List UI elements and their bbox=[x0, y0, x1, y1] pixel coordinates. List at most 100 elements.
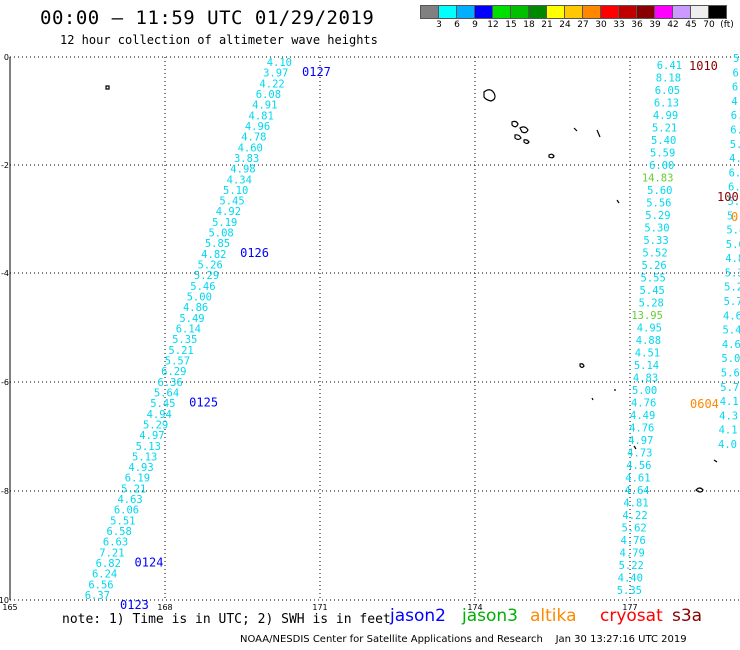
track-value: 5.6 bbox=[726, 239, 740, 251]
track-value: 6.0 bbox=[730, 124, 740, 136]
track-value: 5.21 bbox=[121, 483, 146, 495]
track-value: 6.0 bbox=[732, 67, 740, 79]
track-value: 4.6 bbox=[722, 339, 740, 351]
legend-swatch bbox=[708, 5, 727, 19]
y-axis-label: -2 bbox=[1, 161, 9, 170]
track-value: 6.06 bbox=[114, 505, 139, 517]
track-value: 5.3 bbox=[725, 267, 740, 279]
island-shape bbox=[579, 363, 585, 369]
track-value: 4.10 bbox=[267, 57, 292, 69]
track-value: 4.83 bbox=[633, 373, 658, 385]
track-value: 5.29 bbox=[143, 419, 168, 431]
track-value: 5.57 bbox=[165, 355, 190, 367]
island-shape bbox=[548, 153, 555, 159]
sat-s3a-label: s3a bbox=[672, 606, 703, 626]
track-value: 5.22 bbox=[619, 560, 644, 572]
track-value: 6.0 bbox=[731, 110, 740, 122]
track-value: 4.64 bbox=[624, 485, 649, 497]
track-value: 5.10 bbox=[223, 185, 248, 197]
track-value: 5.6 bbox=[727, 196, 740, 208]
track-value: 5.6 bbox=[721, 368, 740, 380]
track-value: 5.46 bbox=[190, 281, 215, 293]
track-value: 13.95 bbox=[631, 310, 663, 322]
track-value: 5.4 bbox=[726, 225, 740, 237]
track-value: 4.51 bbox=[635, 348, 660, 360]
track-value: 4.81 bbox=[623, 498, 648, 510]
track-value: 5.00 bbox=[187, 292, 212, 304]
track-value: 5.49 bbox=[179, 313, 204, 325]
track-value: 5.4 bbox=[722, 325, 740, 337]
track-value: 5.40 bbox=[651, 135, 676, 147]
track-value: 4.96 bbox=[245, 121, 270, 133]
color-legend: 3 6 9 12 15 18 21 24 27 30 33 36 39 42 45 70 (ft) bbox=[420, 5, 740, 33]
track-value: 6.82 bbox=[96, 558, 121, 570]
legend-label: 21 bbox=[541, 20, 553, 30]
track-value: 5.29 bbox=[194, 270, 219, 282]
track-value: 5.64 bbox=[154, 387, 179, 399]
legend-label: 9 bbox=[472, 20, 478, 30]
x-axis-label: 168 bbox=[157, 603, 172, 612]
track-value: 4.76 bbox=[621, 535, 646, 547]
legend-color-bar bbox=[420, 5, 740, 19]
legend-label: 6 bbox=[454, 20, 460, 30]
track-value: 4.97 bbox=[628, 435, 653, 447]
islands bbox=[105, 85, 718, 493]
track-value: 5.6 bbox=[727, 210, 740, 222]
track-value: 5.35 bbox=[172, 334, 197, 346]
track-value: 4.22 bbox=[259, 78, 284, 90]
track-value: 4.92 bbox=[216, 206, 241, 218]
track-value: 4.1 bbox=[731, 96, 740, 108]
track-value: 5.26 bbox=[641, 260, 666, 272]
legend-label: (ft) bbox=[720, 20, 734, 30]
track-value: 5.56 bbox=[646, 198, 671, 210]
sat-altika-label: altika bbox=[530, 606, 577, 626]
track-value: 4.73 bbox=[627, 448, 652, 460]
track-value: 6.63 bbox=[103, 537, 128, 549]
track-value: 6.58 bbox=[107, 526, 132, 538]
track-value: 5.21 bbox=[652, 123, 677, 135]
legend-label: 36 bbox=[631, 20, 643, 30]
track-value: 4.6 bbox=[723, 310, 740, 322]
track-value: 6.0 bbox=[728, 182, 740, 194]
track-value: 5.21 bbox=[168, 345, 193, 357]
track-value: 5.26 bbox=[198, 260, 223, 272]
pass-time-label: 0127 bbox=[302, 65, 331, 79]
island-shape bbox=[633, 445, 637, 450]
track-value: 5.62 bbox=[621, 523, 646, 535]
legend-label: 24 bbox=[559, 20, 571, 30]
track-value: 5.08 bbox=[208, 228, 233, 240]
track-value: 7.21 bbox=[99, 547, 124, 559]
track-value: 4.76 bbox=[631, 398, 656, 410]
altika-pass-label: 0604 bbox=[690, 397, 719, 411]
track-value: 4.93 bbox=[128, 462, 153, 474]
track-value: 4.22 bbox=[622, 510, 647, 522]
track-value: 4.63 bbox=[117, 494, 142, 506]
track-value: 5.52 bbox=[642, 248, 667, 260]
x-axis-label: 171 bbox=[312, 603, 327, 612]
track-value: 5.9 bbox=[730, 139, 740, 151]
track-value: 6.37 bbox=[85, 590, 110, 602]
track-value: 4.0 bbox=[718, 439, 737, 451]
track-value: 5.13 bbox=[132, 451, 157, 463]
track-value: 5.7 bbox=[724, 296, 740, 308]
track-value: 5.7 bbox=[720, 382, 739, 394]
island-shape bbox=[511, 120, 530, 145]
track-value: 4.81 bbox=[249, 110, 274, 122]
track-value: 5.13 bbox=[136, 441, 161, 453]
legend-label: 33 bbox=[613, 20, 625, 30]
track-value: 4.91 bbox=[252, 100, 277, 112]
track-value: 4.60 bbox=[238, 142, 263, 154]
page-subtitle: 12 hour collection of altimeter wave hei… bbox=[60, 33, 378, 47]
track-value: 6.05 bbox=[655, 85, 680, 97]
legend-label: 27 bbox=[577, 20, 589, 30]
track-value: 4.76 bbox=[629, 423, 654, 435]
x-axis-label: 177 bbox=[622, 603, 637, 612]
track-value: 5.4 bbox=[733, 53, 740, 65]
page-title: 00:00 – 11:59 UTC 01/29/2019 bbox=[40, 7, 375, 29]
track-value: 4.3 bbox=[719, 410, 738, 422]
y-axis-label: -10 bbox=[0, 596, 9, 605]
track-value: 5.00 bbox=[632, 385, 657, 397]
island-shape bbox=[695, 487, 704, 493]
track-value: 5.0 bbox=[721, 353, 740, 365]
